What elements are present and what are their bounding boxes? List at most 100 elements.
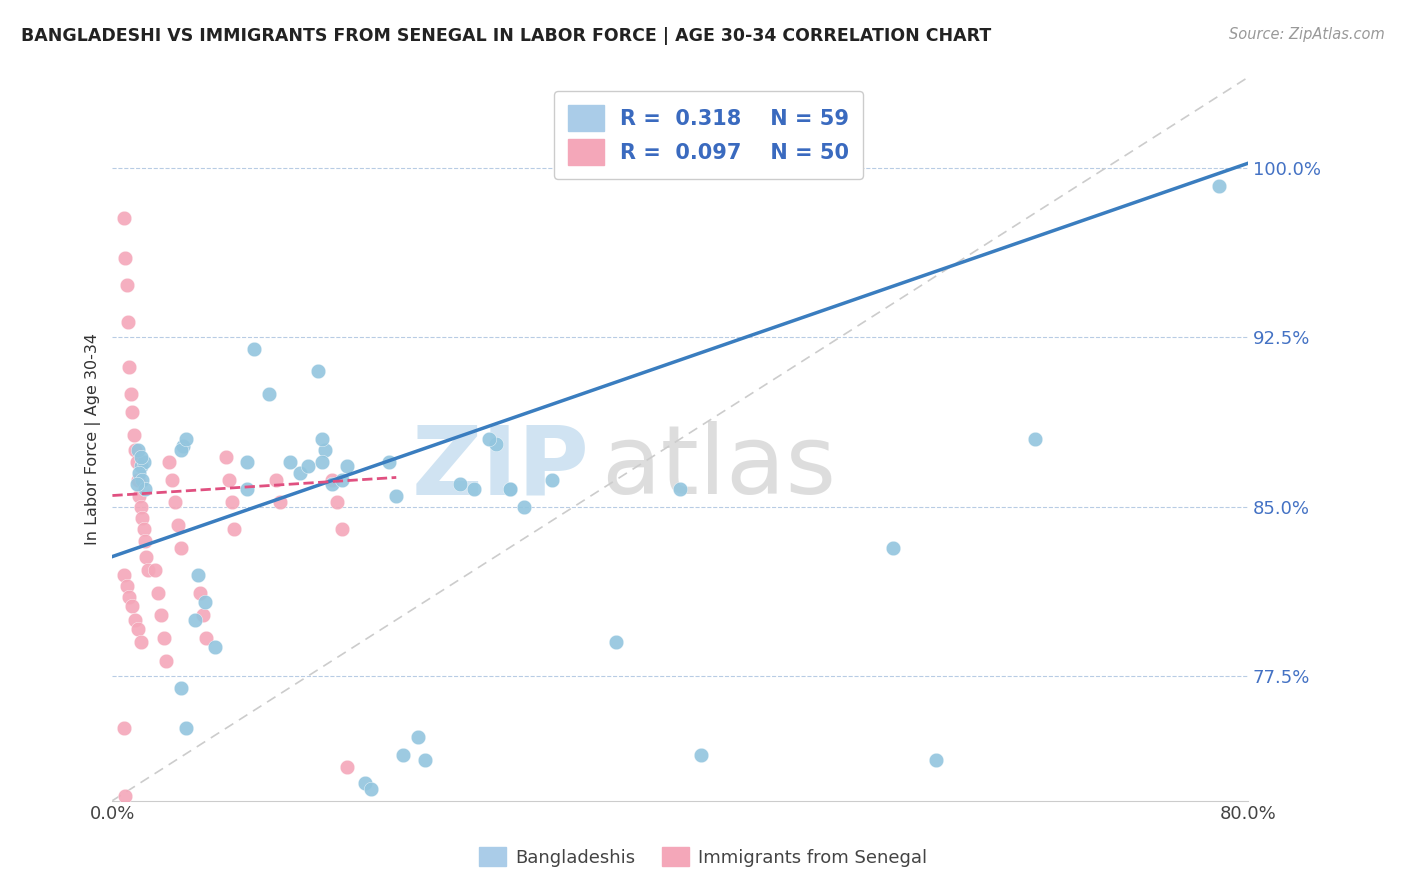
Point [135,549,157,564]
Point [224,523,246,537]
Point [574,161,596,175]
Point [477,432,499,446]
Point [127,443,149,458]
Point [136,563,159,577]
Point [193,608,215,623]
Point [157,455,180,469]
Point [128,466,150,480]
Point [169,443,191,458]
Point [311,455,333,469]
Point [218,473,240,487]
Point [669,482,692,496]
Point [169,681,191,695]
Point [221,495,243,509]
Point [499,482,522,496]
Point [112,211,135,225]
Point [174,432,197,446]
Point [413,753,436,767]
Y-axis label: In Labor Force | Age 30-34: In Labor Force | Age 30-34 [86,333,101,545]
Point [264,473,287,487]
Text: ZIP: ZIP [412,421,589,515]
Point [122,427,145,442]
Point [195,631,218,645]
Point [183,613,205,627]
Point [174,721,197,735]
Point [115,579,138,593]
Point [360,782,382,797]
Point [112,721,135,735]
Point [257,387,280,401]
Point [215,450,238,464]
Point [321,473,343,487]
Point [731,161,754,175]
Point [128,489,150,503]
Point [163,495,186,509]
Point [314,443,336,458]
Point [278,455,301,469]
Point [574,161,596,175]
Point [243,342,266,356]
Point [166,517,188,532]
Point [169,541,191,555]
Point [194,595,217,609]
Point [160,473,183,487]
Point [236,482,259,496]
Point [204,640,226,654]
Point [131,473,153,487]
Point [129,459,152,474]
Point [132,523,155,537]
Point [120,387,142,401]
Point [449,477,471,491]
Point [155,653,177,667]
Point [124,613,146,627]
Point [336,459,359,474]
Point [1024,432,1046,446]
Point [463,482,485,496]
Point [121,599,143,614]
Point [125,455,148,469]
Text: atlas: atlas [600,421,835,515]
Point [118,591,141,605]
Point [127,473,149,487]
Legend: R =  0.318    N = 59, R =  0.097    N = 50: R = 0.318 N = 59, R = 0.097 N = 50 [554,91,863,179]
Point [131,511,153,525]
Point [134,533,156,548]
Point [605,635,627,649]
Point [499,482,522,496]
Point [385,489,408,503]
Point [129,450,152,464]
Text: Source: ZipAtlas.com: Source: ZipAtlas.com [1229,27,1385,42]
Text: BANGLADESHI VS IMMIGRANTS FROM SENEGAL IN LABOR FORCE | AGE 30-34 CORRELATION CH: BANGLADESHI VS IMMIGRANTS FROM SENEGAL I… [21,27,991,45]
Point [172,439,194,453]
Point [190,585,212,599]
Point [149,608,172,623]
Point [118,359,141,374]
Point [307,364,329,378]
Point [146,585,169,599]
Point [115,278,138,293]
Point [321,477,343,491]
Point [117,314,139,328]
Point [924,753,946,767]
Point [124,443,146,458]
Point [541,473,564,487]
Point [152,631,174,645]
Point [132,455,155,469]
Point [143,563,166,577]
Point [330,473,353,487]
Point [378,455,401,469]
Point [236,455,259,469]
Point [574,161,596,175]
Point [392,748,415,763]
Point [731,161,754,175]
Point [485,436,508,450]
Point [574,161,596,175]
Point [325,495,347,509]
Point [269,495,291,509]
Point [330,523,353,537]
Point [354,775,377,789]
Point [311,432,333,446]
Point [1208,178,1230,193]
Point [882,541,904,555]
Point [114,789,136,803]
